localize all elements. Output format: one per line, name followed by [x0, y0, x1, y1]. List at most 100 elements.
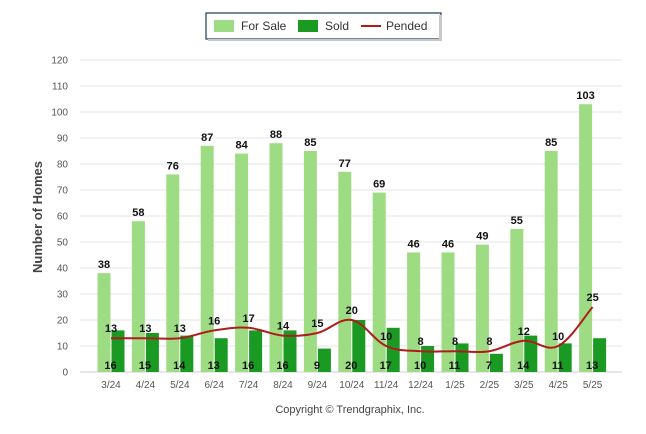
label-for-sale: 46 — [407, 238, 419, 250]
y-tick-label: 90 — [57, 134, 69, 145]
x-tick-label: 3/24 — [101, 380, 121, 391]
bar-sold-8-24[interactable] — [283, 330, 297, 372]
label-sold: 13 — [208, 360, 220, 372]
x-tick-label: 3/25 — [514, 380, 534, 391]
x-tick-label: 7/24 — [239, 380, 259, 391]
x-tick-label: 9/24 — [308, 380, 328, 391]
pended-line[interactable] — [111, 306, 594, 354]
bars-layer — [97, 104, 607, 372]
bar-for-sale-4-24[interactable] — [131, 221, 145, 372]
bar-for-sale-3-24[interactable] — [97, 273, 111, 372]
legend-swatch-sold — [298, 20, 318, 32]
label-sold: 17 — [380, 360, 392, 372]
label-sold: 16 — [276, 360, 288, 372]
label-sold: 13 — [586, 360, 598, 372]
label-sold: 10 — [414, 360, 426, 372]
label-pended: 8 — [452, 336, 458, 348]
bar-sold-10-24[interactable] — [352, 320, 366, 372]
label-for-sale: 88 — [270, 129, 282, 141]
label-sold: 14 — [517, 360, 530, 372]
legend-label-for-sale[interactable]: For Sale — [241, 19, 287, 33]
y-tick-label: 20 — [57, 316, 69, 327]
label-pended: 15 — [311, 318, 323, 330]
label-for-sale: 85 — [304, 137, 316, 149]
bar-for-sale-3-25[interactable] — [510, 229, 524, 372]
bar-sold-5-24[interactable] — [180, 335, 194, 372]
label-for-sale: 58 — [132, 207, 144, 219]
bar-sold-3-24[interactable] — [111, 330, 125, 372]
y-tick-label: 70 — [57, 186, 69, 197]
legend-frame — [205, 12, 442, 40]
y-tick-label: 60 — [57, 212, 69, 223]
label-sold: 14 — [173, 360, 186, 372]
label-pended: 20 — [346, 305, 358, 317]
bar-for-sale-9-24[interactable] — [303, 151, 317, 372]
label-for-sale: 84 — [235, 140, 248, 152]
label-pended: 25 — [586, 292, 598, 304]
label-sold: 15 — [139, 360, 151, 372]
legend-shadow-bottom — [208, 39, 442, 41]
bar-sold-7-24[interactable] — [249, 330, 263, 372]
x-tick-label: 6/24 — [204, 380, 224, 391]
bar-for-sale-8-24[interactable] — [269, 143, 283, 372]
y-axis-ticks: 0 10 20 30 40 50 60 70 80 90 100 110 120 — [51, 56, 68, 379]
label-sold: 20 — [345, 360, 357, 372]
label-for-sale: 49 — [476, 231, 488, 243]
y-tick-label: 30 — [57, 290, 69, 301]
copyright-text: Copyright © Trendgraphix, Inc. — [275, 404, 424, 416]
x-tick-label: 11/24 — [374, 380, 399, 391]
bar-for-sale-5-24[interactable] — [166, 174, 180, 372]
bar-for-sale-7-24[interactable] — [235, 153, 249, 372]
x-axis-ticks: 3/24 4/24 5/24 6/24 7/24 8/24 9/24 10/24 11/24 12… — [101, 380, 603, 391]
bar-sold-5-25[interactable] — [593, 338, 607, 372]
bar-sold-6-24[interactable] — [214, 338, 228, 372]
label-for-sale: 76 — [167, 160, 179, 172]
legend-swatch-for-sale — [214, 20, 234, 32]
label-pended: 10 — [380, 331, 392, 343]
label-pended: 12 — [518, 326, 530, 338]
y-tick-label: 40 — [57, 264, 69, 275]
bar-sold-11-24[interactable] — [386, 327, 400, 372]
y-tick-label: 80 — [57, 160, 69, 171]
bar-for-sale-11-24[interactable] — [372, 192, 386, 372]
label-pended: 14 — [277, 321, 290, 333]
bar-sold-3-25[interactable] — [524, 335, 538, 372]
label-sold: 11 — [449, 360, 461, 372]
bar-for-sale-12-24[interactable] — [407, 252, 421, 372]
label-pended: 13 — [139, 323, 151, 335]
bar-sold-2-25[interactable] — [489, 353, 503, 372]
bar-for-sale-6-24[interactable] — [200, 145, 214, 372]
bar-for-sale-1-25[interactable] — [441, 252, 455, 372]
y-tick-label: 110 — [52, 82, 68, 93]
bar-sold-9-24[interactable] — [317, 348, 331, 372]
bar-for-sale-4-25[interactable] — [544, 151, 558, 372]
legend-label-pended[interactable]: Pended — [386, 19, 427, 33]
x-tick-label: 8/24 — [273, 380, 293, 391]
y-axis-title: Number of Homes — [30, 161, 45, 273]
label-sold: 16 — [104, 360, 116, 372]
x-tick-label: 5/24 — [170, 380, 190, 391]
bar-for-sale-5-25[interactable] — [579, 104, 593, 372]
bar-sold-4-24[interactable] — [145, 333, 159, 372]
x-tick-label: 2/25 — [480, 380, 500, 391]
x-tick-label: 1/25 — [445, 380, 465, 391]
label-sold: 16 — [242, 360, 254, 372]
legend[interactable]: For Sale Sold Pended — [205, 12, 442, 41]
x-tick-label: 4/25 — [548, 380, 568, 391]
label-pended: 17 — [242, 313, 254, 325]
x-tick-label: 12/24 — [408, 380, 433, 391]
label-pended: 8 — [418, 336, 424, 348]
bar-for-sale-2-25[interactable] — [475, 244, 489, 372]
label-for-sale: 38 — [98, 259, 110, 271]
label-sold: 9 — [314, 360, 320, 372]
bar-for-sale-10-24[interactable] — [338, 171, 352, 372]
data-labels-layer: 3816581576148713841688168597720691746104… — [98, 90, 599, 372]
bar-sold-4-25[interactable] — [558, 343, 572, 372]
label-for-sale: 87 — [201, 132, 213, 144]
label-pended: 8 — [486, 336, 492, 348]
label-pended: 10 — [552, 331, 564, 343]
legend-label-sold[interactable]: Sold — [325, 19, 349, 33]
y-tick-label: 0 — [62, 368, 68, 379]
